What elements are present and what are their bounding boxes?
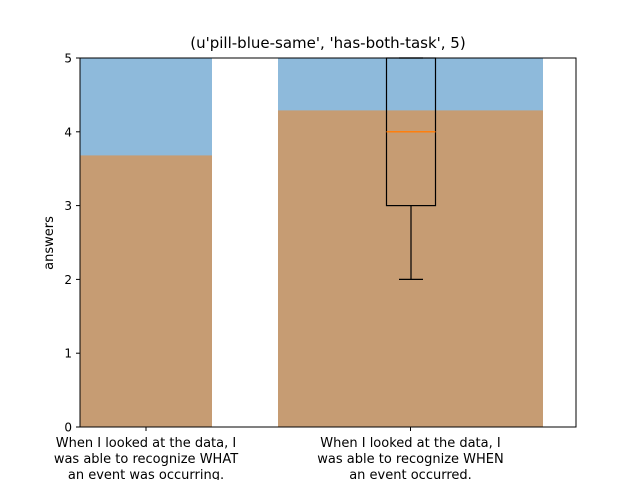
axes-frame — [79, 57, 577, 428]
bar-series-1-category-0 — [80, 155, 212, 427]
y-tick-label-5: 5 — [64, 52, 72, 66]
y-axis-label: answers — [42, 216, 57, 270]
x-tick-label-1-line-0: When I looked at the data, I — [320, 436, 500, 451]
x-tick-label-0-line-0: When I looked at the data, I — [56, 436, 236, 451]
x-tick-label-1-line-1: was able to recognize WHEN — [317, 452, 503, 467]
x-tick-label-1-line-2: an event occurred. — [349, 468, 472, 480]
y-tick-label-0: 0 — [64, 421, 72, 435]
x-tick-label-0-line-1: was able to recognize WHAT — [54, 452, 238, 467]
y-tick-label-2: 2 — [64, 273, 72, 287]
y-tick-label-1: 1 — [64, 347, 72, 361]
chart-title: (u'pill-blue-same', 'has-both-task', 5) — [190, 34, 465, 52]
y-tick-label-4: 4 — [64, 125, 72, 139]
y-tick-label-3: 3 — [64, 199, 72, 213]
x-tick-label-0-line-2: an event was occurring. — [68, 468, 224, 480]
